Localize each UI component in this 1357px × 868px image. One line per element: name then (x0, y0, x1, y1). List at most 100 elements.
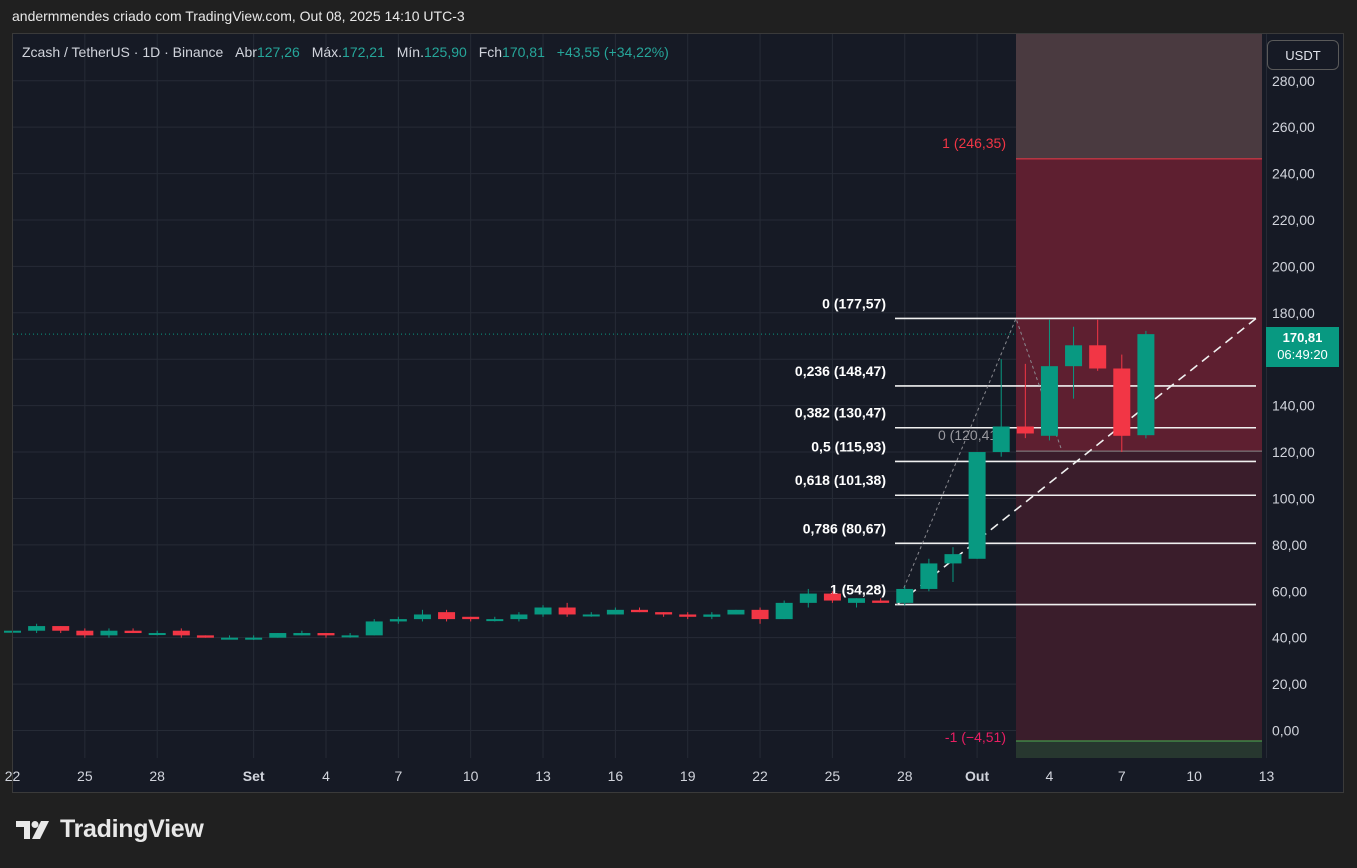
candle-body (534, 607, 552, 615)
x-tick-label: 4 (1046, 768, 1054, 784)
low-label: Mín. (396, 44, 424, 60)
y-tick-label: 280,00 (1272, 73, 1315, 89)
projection-base-label: 0 (120,41) (938, 427, 1002, 443)
projection-upper-label: 1 (246,35) (942, 135, 1006, 151)
candle-body (341, 635, 359, 638)
candle (823, 591, 841, 603)
bar-countdown: 06:49:20 (1277, 347, 1328, 362)
y-tick-label: 60,00 (1272, 583, 1307, 599)
candle (341, 633, 359, 638)
candle (1065, 326, 1083, 399)
price-axis: 0,00 20,00 40,00 60,00 80,00 100,00 120,00 140,… (1272, 73, 1315, 739)
candle-body (389, 619, 407, 622)
candle-body (124, 630, 142, 634)
y-tick-label: 140,00 (1272, 398, 1315, 414)
candle (148, 630, 166, 636)
candle-body (775, 602, 793, 620)
symbol-name[interactable]: Zcash / TetherUS · 1D · Binance (22, 44, 224, 60)
time-axis-background (13, 758, 1262, 792)
candle-body (655, 612, 673, 615)
y-tick-label: 260,00 (1272, 119, 1315, 135)
last-price-value: 170,81 (1282, 330, 1323, 345)
open-label: Abr (235, 44, 257, 60)
candle-body (1137, 334, 1155, 436)
candle-body (630, 609, 648, 613)
candle-body (751, 609, 769, 620)
candle (510, 612, 528, 622)
close-label: Fch (478, 44, 503, 60)
fib-level-label: 1 (54,28) (830, 582, 886, 598)
candle-body (823, 593, 841, 601)
candle-body (679, 614, 697, 617)
last-price-tag: 170,81 06:49:20 (1266, 327, 1339, 367)
candle-body (100, 630, 118, 636)
chart-caption: andermmendes criado com TradingView.com,… (12, 8, 465, 24)
candlesticks (4, 319, 1155, 641)
x-tick-label: 22 (752, 768, 768, 784)
candle (76, 628, 94, 638)
candle (944, 547, 962, 582)
candle-body (172, 630, 190, 636)
x-tick-label: 13 (1259, 768, 1275, 784)
y-tick-label: 240,00 (1272, 166, 1315, 182)
projection-zone-bottom (1016, 740, 1262, 758)
fib-level-label: 0,618 (101,38) (795, 472, 886, 488)
high-label: Máx. (311, 44, 343, 60)
x-tick-label: 16 (608, 768, 624, 784)
candle (365, 619, 383, 636)
x-tick-label: 7 (394, 768, 402, 784)
candle-body (799, 593, 817, 603)
tradingview-logo: TradingView (14, 815, 204, 844)
candle (679, 612, 697, 620)
open-value: 127,26 (256, 44, 300, 60)
change-value: +43,55 (+34,22%) (556, 44, 669, 60)
candle (1016, 363, 1034, 439)
low-value: 125,90 (423, 44, 467, 60)
candle-body (896, 588, 914, 603)
y-tick-label: 180,00 (1272, 305, 1315, 321)
currency-button[interactable]: USDT (1267, 40, 1339, 70)
candle-body (872, 600, 890, 603)
fibonacci-retracement: 0 (177,57) 0,236 (148,47) 0,382 (130,47) 0,… (795, 295, 1256, 606)
candle (293, 630, 311, 636)
candle-body (606, 609, 624, 615)
candle-body (196, 635, 214, 638)
candle (413, 609, 431, 622)
candle-body (558, 607, 576, 615)
candle (172, 628, 190, 638)
x-tick-label: 10 (463, 768, 479, 784)
candle-body (317, 633, 335, 636)
candle (606, 607, 624, 615)
y-tick-label: 80,00 (1272, 537, 1307, 553)
x-tick-label: 28 (149, 768, 165, 784)
x-tick-label: 4 (322, 768, 330, 784)
candle-body (1089, 345, 1107, 369)
candle (992, 359, 1010, 457)
candle-body (413, 614, 431, 620)
candle-body (486, 619, 504, 622)
candle (751, 607, 769, 624)
candle (196, 635, 214, 638)
candle (775, 600, 793, 620)
high-value: 172,21 (342, 44, 385, 60)
candle (655, 612, 673, 617)
candle-body (510, 614, 528, 620)
candle (1040, 319, 1058, 441)
fib-level-label: 0,382 (130,47) (795, 405, 886, 421)
candle-body (245, 637, 263, 640)
candle-body (293, 633, 311, 636)
candle-body (269, 633, 287, 638)
x-tick-label: 10 (1186, 768, 1202, 784)
candle (100, 628, 118, 638)
candle (269, 633, 287, 638)
candle (848, 598, 866, 608)
y-tick-label: 100,00 (1272, 490, 1315, 506)
candle (896, 586, 914, 606)
candle-body (1016, 426, 1034, 434)
symbol-legend: Zcash / TetherUS · 1D · Binance Abr127,2… (22, 44, 669, 60)
chart-frame (12, 33, 1344, 793)
candle (317, 633, 335, 638)
candle-body (1113, 368, 1131, 436)
candle (1113, 354, 1131, 453)
